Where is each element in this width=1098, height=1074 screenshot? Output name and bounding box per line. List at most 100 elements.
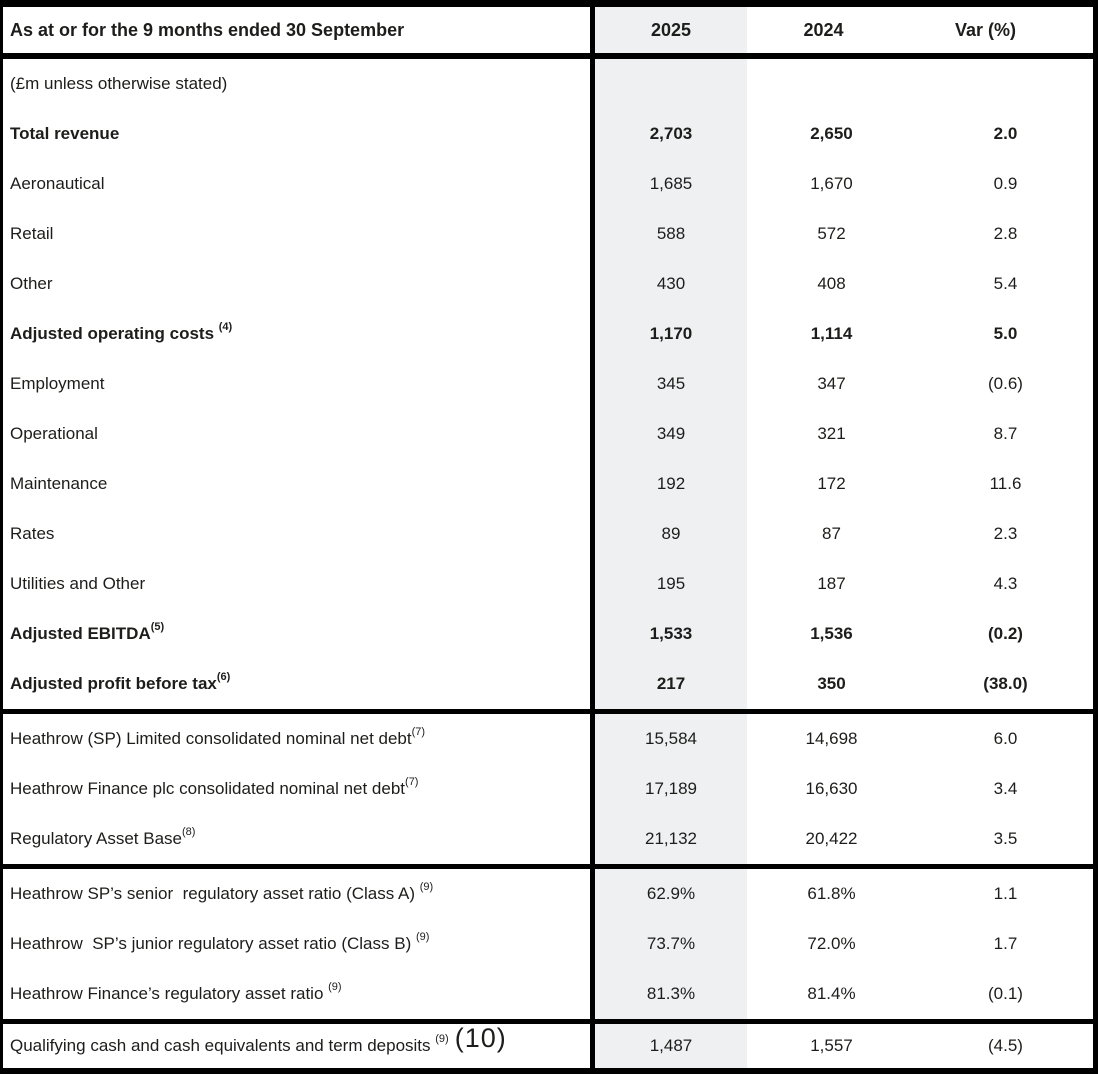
value-2024-cell: 321 [817,424,846,443]
row-label-cell: Aeronautical [3,159,590,209]
value-var-cell: 4.3 [993,574,1018,593]
footnote-marker: (9) [328,981,342,993]
value-var-cell: 1.7 [993,934,1018,953]
value-var-cell: 2.3 [993,524,1018,543]
table-row: Heathrow (SP) Limited consolidated nomin… [3,714,1093,764]
value-2025-cell: 1,685 [590,159,747,209]
value-2024-cell: 572 [817,224,846,243]
footnote-marker: (5) [150,621,165,633]
row-label: Adjusted EBITDA [10,624,151,643]
value-var-cell: (0.2) [988,624,1023,643]
table-row: (£m unless otherwise stated) [3,59,1093,109]
value-2024-cell: 187 [817,574,846,593]
table-row: Aeronautical 1,685 1,670 0.9 [3,159,1093,209]
value-2024-cell: 72.0% [807,934,856,953]
row-label: Maintenance [10,474,108,493]
table-row: Utilities and Other 195 187 4.3 [3,559,1093,609]
row-label-cell: Heathrow Finance plc consolidated nomina… [3,764,590,814]
row-label: Other [10,274,53,293]
row-label: Utilities and Other [10,574,146,593]
row-label-cell: Employment [3,359,590,409]
table-row: Qualifying cash and cash equivalents and… [3,1022,1093,1068]
value-2025-cell: 17,189 [590,764,747,814]
value-2024-cell: 347 [817,374,846,393]
value-var-cell: 2.8 [993,224,1018,243]
value-var-cell: 11.6 [989,474,1022,493]
value-2025-cell: 430 [590,259,747,309]
footnote-marker: (8) [181,826,196,838]
table-section: Heathrow SP’s senior regulatory asset ra… [3,869,1093,1024]
value-2025-cell: 217 [590,659,747,709]
table-row: Retail 588 572 2.8 [3,209,1093,259]
value-var-cell: 8.7 [993,424,1018,443]
value-2025-cell: 1,487 [590,1024,747,1068]
table-row: Regulatory Asset Base (8) 21,132 20,422 3… [3,814,1093,864]
value-2025-cell: 62.9% [590,869,747,919]
footnote-marker: (6) [216,671,231,683]
row-label: Adjusted operating costs [10,324,219,343]
value-2025-cell: 81.3% [590,969,747,1019]
value-2025-cell: 73.7% [590,919,747,969]
value-2024-cell: 1,670 [810,174,853,193]
value-var-cell: 1.1 [993,884,1018,903]
value-2025-cell: 1,170 [590,309,747,359]
footnote-annotation-large: (10) [454,1022,507,1053]
table-row: Heathrow Finance plc consolidated nomina… [3,764,1093,814]
value-var-cell: 5.0 [993,324,1018,343]
value-var-cell: (0.1) [988,984,1023,1003]
value-var-cell: 0.9 [993,174,1018,193]
table-row: Heathrow Finance’s regulatory asset rati… [3,969,1093,1019]
header-col-var: Var (%) [954,19,1017,40]
header-col-2024: 2024 [803,19,844,40]
table-section: Heathrow (SP) Limited consolidated nomin… [3,714,1093,869]
value-2025-cell [590,59,747,109]
row-label: (£m unless otherwise stated) [10,74,228,93]
footnote-marker: (7) [405,776,419,788]
row-label: Heathrow SP’s junior regulatory asset ra… [10,934,416,953]
row-label-cell: Total revenue [3,109,590,159]
footnote-marker: (7) [411,726,426,738]
table-row: Adjusted EBITDA (5) 1,533 1,536 (0.2) [3,609,1093,659]
row-label-cell: Adjusted profit before tax (6) [3,659,590,709]
row-label: Total revenue [10,124,120,143]
row-label: Heathrow (SP) Limited consolidated nomin… [10,729,412,748]
row-label: Qualifying cash and cash equivalents and… [10,1036,436,1055]
header-period-label: As at or for the 9 months ended 30 Septe… [10,19,405,40]
row-label-cell: Adjusted operating costs (4) [3,309,590,359]
value-2024-cell: 1,536 [810,624,853,643]
value-2025-cell: 2,703 [590,109,747,159]
row-label-cell: Heathrow (SP) Limited consolidated nomin… [3,714,590,764]
row-label-cell: Heathrow Finance’s regulatory asset rati… [3,969,590,1019]
table-row: Operational 349 321 8.7 [3,409,1093,459]
value-var-cell: 6.0 [993,729,1018,748]
value-2024-cell: 61.8% [807,884,856,903]
value-2024-cell [747,59,900,109]
row-label: Retail [10,224,54,243]
row-label-cell: Rates [3,509,590,559]
value-2025-cell: 15,584 [590,714,747,764]
value-2025-cell: 192 [590,459,747,509]
row-label-cell: Utilities and Other [3,559,590,609]
table-section: Qualifying cash and cash equivalents and… [3,1022,1093,1068]
row-label: Aeronautical [10,174,105,193]
value-2024-cell: 350 [817,674,846,693]
row-label-cell: Heathrow SP’s junior regulatory asset ra… [3,919,590,969]
value-2024-cell: 20,422 [805,829,858,848]
value-2024-cell: 2,650 [810,124,853,143]
value-2025-cell: 89 [590,509,747,559]
value-2024-cell: 1,114 [810,324,853,343]
row-label: Heathrow Finance’s regulatory asset rati… [10,984,329,1003]
value-2024-cell: 81.4% [807,984,856,1003]
row-label-cell: Maintenance [3,459,590,509]
value-2024-cell: 16,630 [805,779,858,798]
row-label-cell: Regulatory Asset Base (8) [3,814,590,864]
value-2024-cell: 172 [817,474,846,493]
table-header-row: As at or for the 9 months ended 30 Septe… [3,7,1093,59]
header-col-2025: 2025 [590,7,747,53]
value-var-cell: (38.0) [983,674,1028,693]
value-var-cell [900,59,1093,109]
row-label: Heathrow SP’s senior regulatory asset ra… [10,884,420,903]
table-row: Adjusted profit before tax (6) 217 350 (3… [3,659,1093,709]
